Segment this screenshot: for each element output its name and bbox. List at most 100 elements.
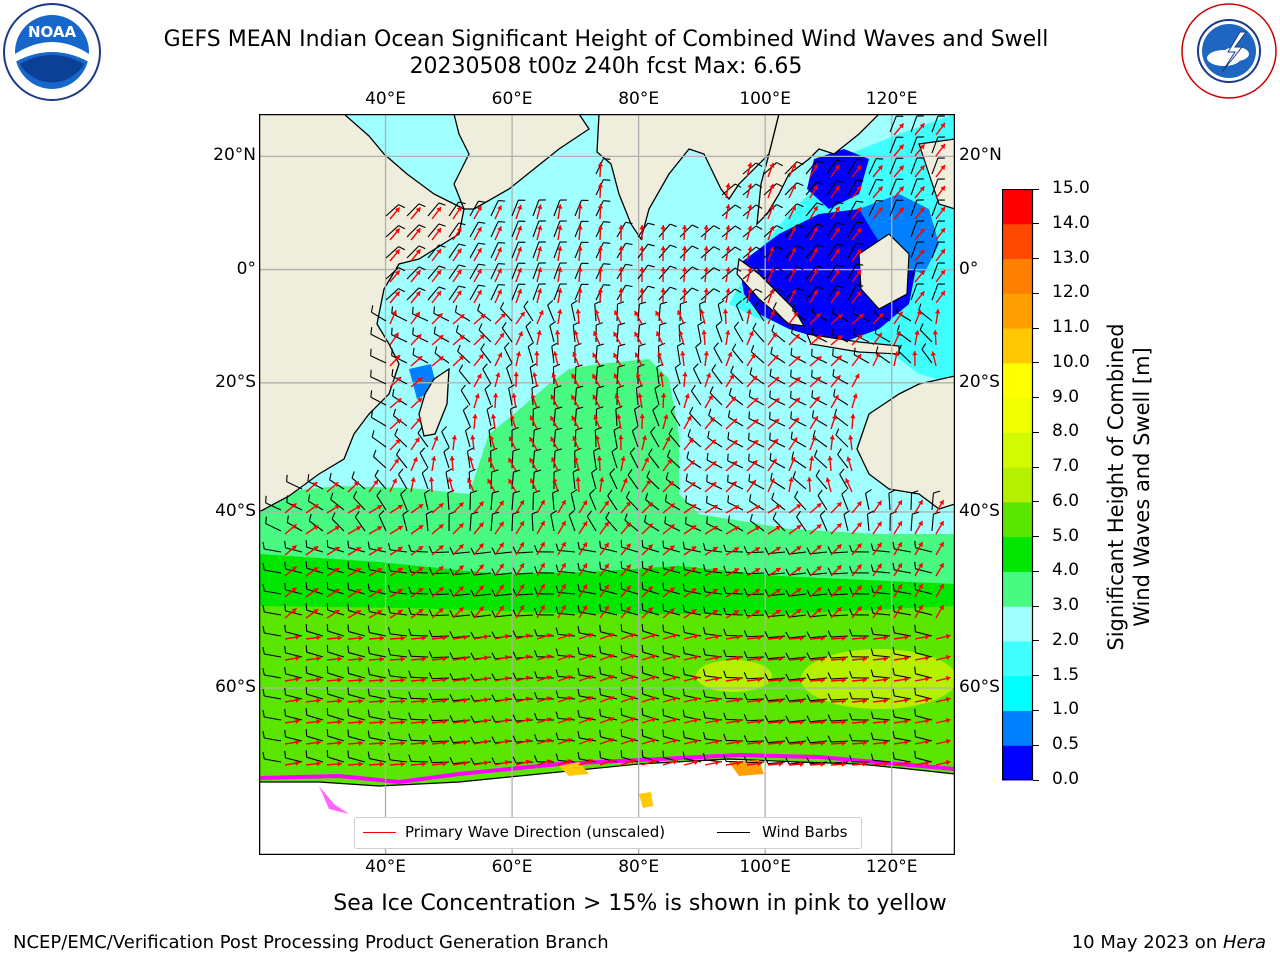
wind-barb	[805, 244, 824, 259]
wind-barb	[749, 513, 765, 532]
wind-barb	[620, 729, 639, 742]
wave-direction-arrow	[746, 353, 756, 367]
wave-direction-arrow	[620, 585, 632, 598]
wave-direction-arrow	[725, 504, 740, 514]
wave-direction-arrow	[389, 546, 404, 556]
wave-direction-arrow	[809, 677, 826, 683]
wind-barb	[772, 512, 786, 532]
wave-direction-arrow	[326, 656, 342, 662]
wind-barb	[577, 646, 597, 658]
wind-barb	[491, 610, 513, 618]
wave-direction-arrow	[515, 246, 523, 262]
wave-direction-arrow	[641, 738, 657, 745]
wave-direction-arrow	[552, 477, 559, 493]
wave-direction-arrow	[683, 587, 697, 598]
wave-direction-arrow	[573, 330, 580, 346]
wave-direction-arrow	[788, 608, 802, 619]
wave-direction-arrow	[930, 351, 937, 367]
wind-barb	[427, 265, 446, 280]
wind-barb	[826, 201, 844, 217]
wave-direction-arrow	[452, 634, 468, 641]
wind-barb	[806, 547, 828, 555]
wind-barb	[889, 115, 904, 133]
wind-barb	[826, 264, 844, 280]
wave-direction-arrow	[305, 655, 321, 662]
wave-direction-arrow	[593, 414, 601, 430]
wave-direction-arrow	[641, 759, 657, 766]
wind-barb	[367, 751, 387, 763]
wave-direction-arrow	[680, 351, 686, 367]
wave-direction-arrow	[557, 674, 573, 682]
wave-direction-arrow	[410, 545, 424, 556]
wind-barb	[847, 263, 864, 280]
wave-direction-arrow	[431, 248, 442, 262]
wave-direction-arrow	[851, 740, 868, 746]
wind-barb	[708, 408, 723, 427]
wind-barb	[889, 136, 904, 154]
wave-direction-arrow	[935, 541, 945, 556]
colorbar-level-label: 12.0	[1052, 282, 1090, 303]
wind-barb	[702, 606, 723, 616]
wave-direction-arrow	[473, 739, 489, 745]
wind-barb	[385, 246, 406, 259]
wave-direction-arrow	[725, 609, 740, 619]
wind-barb	[743, 672, 765, 680]
wave-direction-arrow	[809, 565, 822, 577]
wind-barb	[595, 179, 611, 196]
wind-barb	[792, 303, 807, 322]
wave-direction-arrow	[935, 738, 951, 745]
wind-barb	[827, 756, 849, 764]
wave-direction-arrow	[683, 393, 690, 409]
wave-direction-arrow	[830, 185, 841, 199]
colorbar-segment	[1002, 189, 1033, 225]
wave-direction-arrow	[410, 333, 422, 346]
wind-barb	[574, 262, 589, 280]
wave-direction-arrow	[616, 414, 622, 430]
wind-barb	[595, 221, 611, 238]
wind-barb	[723, 691, 744, 700]
wave-direction-arrow	[536, 541, 546, 556]
wave-direction-arrow	[872, 740, 888, 746]
wave-direction-arrow	[431, 677, 447, 683]
wave-direction-arrow	[389, 332, 400, 346]
wave-direction-arrow	[618, 245, 624, 262]
colorbar-level-label: 4.0	[1052, 560, 1080, 581]
wave-direction-arrow	[788, 184, 797, 199]
wind-barb	[555, 753, 576, 763]
wave-direction-arrow	[935, 675, 951, 682]
wave-direction-arrow	[494, 605, 505, 619]
wave-direction-arrow	[410, 311, 421, 325]
wave-direction-arrow	[305, 481, 318, 493]
india-land	[596, 114, 780, 241]
wind-barb	[428, 651, 450, 659]
wave-direction-arrow	[431, 586, 444, 598]
wave-direction-arrow	[389, 525, 404, 535]
wave-direction-arrow	[872, 206, 884, 220]
wave-direction-arrow	[473, 521, 485, 535]
wave-direction-arrow	[704, 567, 719, 577]
wind-barb	[931, 199, 945, 217]
wave-direction-arrow	[660, 287, 666, 304]
wave-direction-arrow	[767, 225, 775, 241]
wave-direction-arrow	[704, 655, 720, 661]
wind-barb	[412, 306, 429, 322]
wave-direction-arrow	[725, 225, 731, 241]
wave-direction-arrow	[597, 245, 604, 262]
wave-direction-arrow	[577, 246, 583, 262]
noaa-logo-icon: NOAA	[2, 2, 102, 102]
wind-barb	[445, 468, 453, 490]
wind-barb	[931, 511, 941, 532]
wave-direction-arrow	[410, 608, 424, 619]
wave-direction-arrow	[575, 308, 581, 325]
wind-barb	[743, 693, 765, 701]
wave-direction-arrow	[633, 331, 643, 346]
wave-direction-arrow	[452, 564, 465, 577]
wave-direction-arrow	[578, 716, 594, 724]
map-gridlines	[259, 114, 955, 855]
wave-direction-arrow	[618, 224, 624, 241]
wave-direction-arrow	[767, 609, 782, 619]
wave-direction-arrow	[620, 522, 632, 535]
wave-direction-arrow	[494, 759, 510, 766]
wave-direction-arrow	[515, 633, 531, 640]
wave-direction-arrow	[389, 249, 401, 262]
